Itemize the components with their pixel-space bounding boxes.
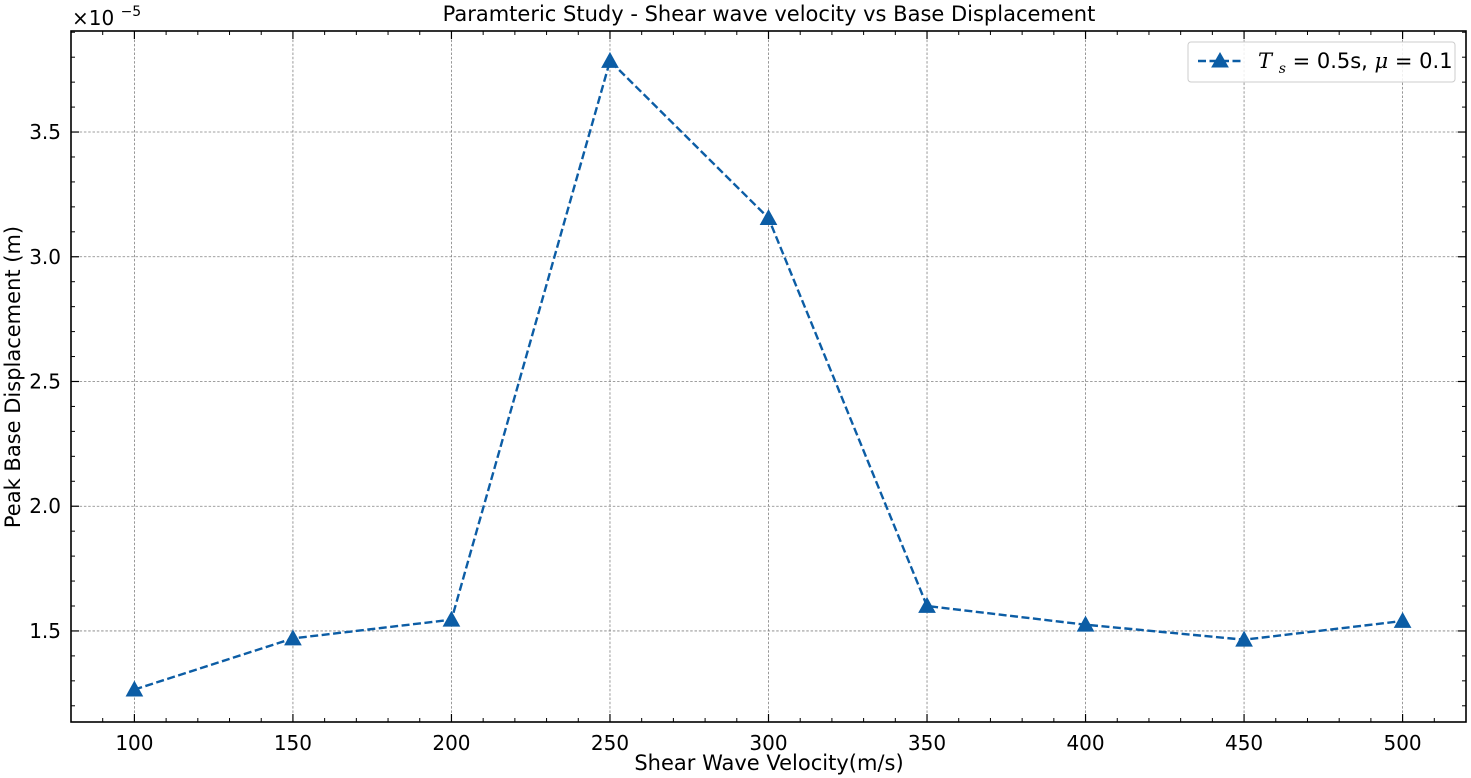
- legend: T s = 0.5s, μ = 0.1: [1187, 41, 1456, 83]
- series-layer: [125, 51, 1412, 697]
- x-tick-label: 450: [1225, 731, 1263, 755]
- legend-label-sub: s: [1279, 61, 1286, 77]
- y-tick-label: 2.5: [29, 369, 61, 393]
- tick-layer: [70, 31, 1467, 722]
- legend-label: T s = 0.5s, μ = 0.1: [1258, 49, 1453, 78]
- legend-label-rest: = 0.5s,: [1293, 49, 1375, 73]
- x-axis-title: Shear Wave Velocity(m/s): [634, 751, 903, 775]
- y-tick-label: 1.5: [29, 619, 61, 643]
- x-tick-label: 150: [274, 731, 312, 755]
- x-tick-label: 500: [1383, 731, 1421, 755]
- y-tick-label: 3.0: [29, 245, 61, 269]
- data-point-marker: [918, 596, 936, 613]
- y-scale-multiplier: ×10: [72, 6, 114, 30]
- data-point-marker: [1235, 630, 1253, 647]
- legend-label-t: T: [1258, 49, 1274, 73]
- x-tick-label: 400: [1066, 731, 1104, 755]
- x-tick-label: 350: [908, 731, 946, 755]
- y-scale-exponent: −5: [121, 4, 142, 20]
- data-point-marker: [1076, 615, 1095, 632]
- y-tick-labels: 1.5 2.0 2.5 3.0 3.5: [29, 120, 61, 643]
- x-tick-label: 200: [432, 731, 470, 755]
- legend-box: [1187, 41, 1456, 83]
- x-tick-label: 250: [591, 731, 629, 755]
- y-tick-label: 3.5: [29, 120, 61, 144]
- chart-title: Paramteric Study - Shear wave velocity v…: [443, 2, 1096, 26]
- data-point-marker: [759, 209, 778, 225]
- grid-layer: [71, 31, 1466, 722]
- data-point-marker: [1393, 611, 1412, 628]
- legend-marker-triangle: [1211, 51, 1229, 68]
- x-tick-label: 300: [749, 731, 787, 755]
- y-tick-label: 2.0: [29, 494, 61, 518]
- legend-label-end: = 0.1: [1395, 49, 1453, 73]
- legend-label-mu: μ: [1375, 49, 1389, 73]
- data-point-marker: [125, 680, 144, 697]
- y-axis-title: Peak Base Displacement (m): [1, 226, 25, 528]
- data-point-marker: [601, 51, 619, 68]
- x-tick-label: 100: [115, 731, 153, 755]
- x-tick-labels: 100 150 200 250 300 350 400 450 500: [115, 731, 1421, 755]
- data-point-marker: [442, 610, 461, 627]
- y-scale-label: ×10 −5: [72, 4, 141, 30]
- data-point-marker: [284, 629, 302, 646]
